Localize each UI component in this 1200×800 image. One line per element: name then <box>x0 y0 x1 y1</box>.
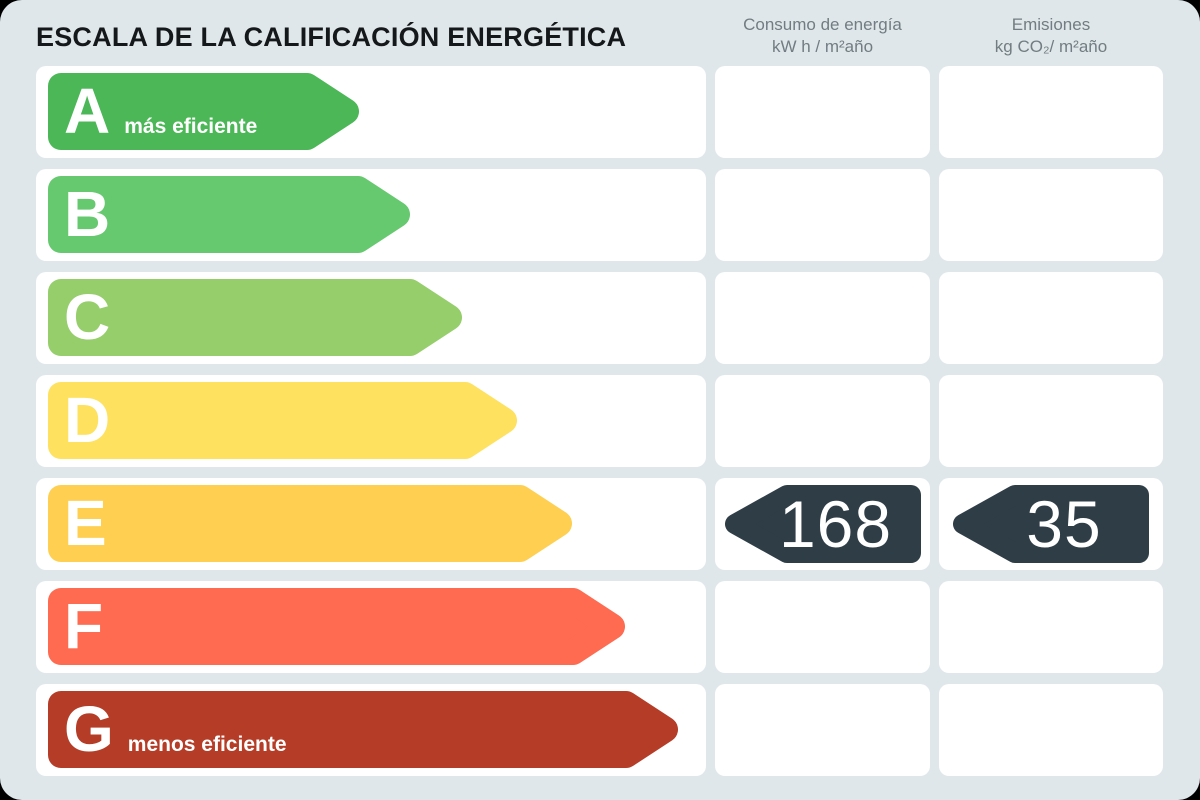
consumption-value-badge: 168 <box>724 485 921 563</box>
emissions-cell-b <box>939 169 1163 261</box>
scale-arrow-shape <box>48 279 462 356</box>
scale-arrow-shape <box>48 382 517 459</box>
rating-bar-f: F <box>48 588 625 665</box>
rating-letter-e: E <box>64 487 107 559</box>
scale-row-a: A más eficiente <box>36 66 706 158</box>
consumption-cell-d <box>715 375 930 467</box>
emissions-value-badge: 35 <box>953 485 1149 563</box>
value-arrow-shape <box>953 485 1149 563</box>
scale-row-b: B <box>36 169 706 261</box>
emissions-value: 35 <box>1026 487 1102 561</box>
consumption-header-line2: kW h / m²año <box>771 37 874 57</box>
emissions-cell-g <box>939 684 1163 776</box>
consumption-cell-e: 168 <box>715 478 930 570</box>
rating-letter-f: F <box>64 590 104 662</box>
header: ESCALA DE LA CALIFICACIÓN ENERGÉTICA Con… <box>36 0 1163 66</box>
rating-letter-a: A <box>64 75 111 147</box>
rating-bar-c: C <box>48 279 462 356</box>
consumption-cell-a <box>715 66 930 158</box>
emissions-cell-d <box>939 375 1163 467</box>
rating-grid: A más eficiente B C D <box>36 66 1163 776</box>
scale-arrow-shape <box>48 588 625 665</box>
emissions-cell-c <box>939 272 1163 364</box>
scale-arrow-shape <box>48 485 572 562</box>
consumption-cell-b <box>715 169 930 261</box>
emissions-cell-e: 35 <box>939 478 1163 570</box>
rating-bar-g: G menos eficiente <box>48 691 678 768</box>
scale-arrow-shape <box>48 691 678 768</box>
emissions-column-header: Emisiones kg CO₂/ m²año <box>939 0 1163 59</box>
rating-letter-b: B <box>64 178 111 250</box>
scale-row-c: C <box>36 272 706 364</box>
scale-row-g: G menos eficiente <box>36 684 706 776</box>
scale-arrow-shape <box>48 176 410 253</box>
least-efficient-label: menos eficiente <box>127 733 287 756</box>
rating-bar-a: A más eficiente <box>48 73 359 150</box>
consumption-header-line1: Consumo de energía <box>743 15 902 34</box>
consumption-cell-c <box>715 272 930 364</box>
scale-row-d: D <box>36 375 706 467</box>
emissions-cell-f <box>939 581 1163 673</box>
scale-row-f: F <box>36 581 706 673</box>
emissions-header-line2: kg CO₂/ m²año <box>994 37 1108 57</box>
most-efficient-label: más eficiente <box>124 115 258 138</box>
rating-bar-b: B <box>48 176 410 253</box>
page-title: ESCALA DE LA CALIFICACIÓN ENERGÉTICA <box>36 22 627 52</box>
rating-bar-d: D <box>48 382 517 459</box>
rating-letter-c: C <box>64 281 111 353</box>
value-arrow-shape <box>724 485 921 563</box>
scale-arrow-shape <box>48 73 359 150</box>
consumption-value: 168 <box>778 487 893 561</box>
consumption-cell-f <box>715 581 930 673</box>
rating-letter-d: D <box>64 384 111 456</box>
consumption-cell-g <box>715 684 930 776</box>
rating-letter-g: G <box>64 693 114 765</box>
emissions-header-line1: Emisiones <box>1011 15 1091 34</box>
rating-bar-e: E <box>48 485 572 562</box>
scale-row-e: E <box>36 478 706 570</box>
emissions-cell-a <box>939 66 1163 158</box>
consumption-column-header: Consumo de energía kW h / m²año <box>715 0 930 59</box>
